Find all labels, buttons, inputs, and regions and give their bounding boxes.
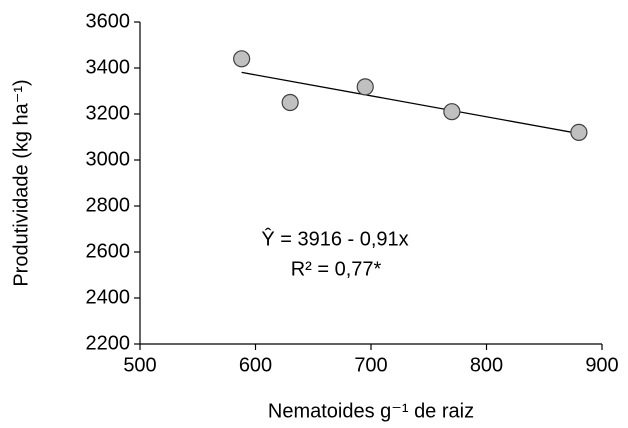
y-tick-label: 2400 xyxy=(86,286,131,308)
equation: Ŷ = 3916 - 0,91x xyxy=(261,227,408,250)
x-tick-label: 900 xyxy=(585,354,618,376)
y-tick-label: 2600 xyxy=(86,240,131,262)
y-tick-label: 3600 xyxy=(86,10,131,32)
point xyxy=(356,78,374,96)
point xyxy=(281,93,299,112)
y-tick-label: 2800 xyxy=(86,194,131,216)
x-tick-label: 800 xyxy=(470,354,503,376)
x-tick-label: 500 xyxy=(123,354,156,376)
point xyxy=(443,103,461,121)
y-tick-label: 3000 xyxy=(86,148,131,170)
point xyxy=(233,50,251,68)
point xyxy=(570,123,588,141)
trend-line xyxy=(241,71,580,135)
x-axis-label: Nematoides g⁻¹ de raiz xyxy=(268,400,474,422)
y-axis-label: Produtividade (kg ha⁻¹) xyxy=(10,79,32,286)
x-tick-label: 700 xyxy=(354,354,387,376)
y-tick-label: 3200 xyxy=(86,102,131,124)
y-tick-label: 2200 xyxy=(86,332,131,354)
r-squared: R² = 0,77* xyxy=(291,258,382,280)
x-tick-label: 600 xyxy=(239,354,272,376)
y-tick-label: 3400 xyxy=(86,56,131,78)
